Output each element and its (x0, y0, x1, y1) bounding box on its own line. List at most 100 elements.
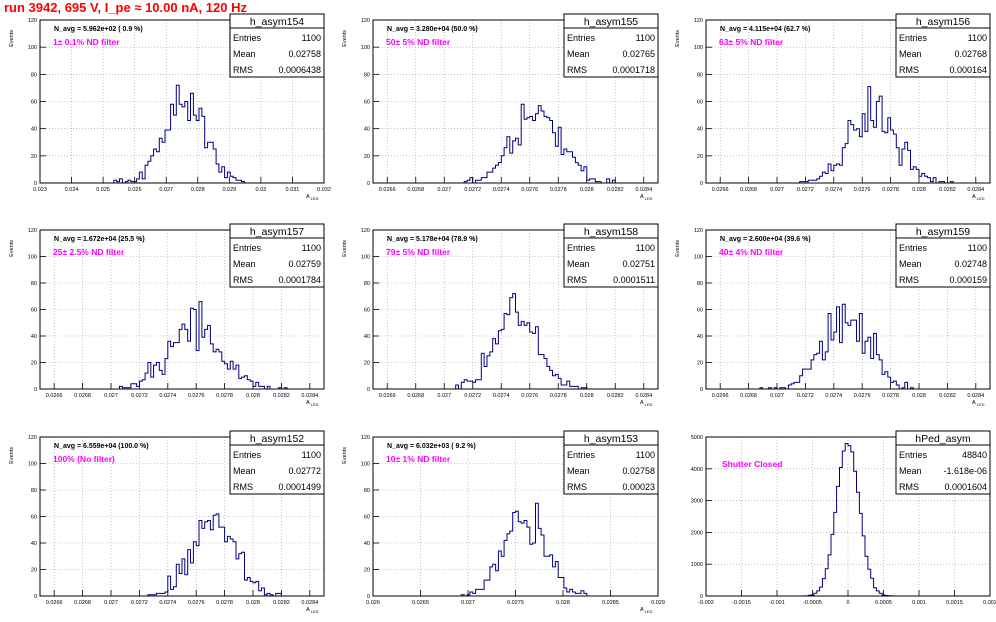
y-tick-label: 0 (367, 181, 370, 187)
stats-box: h_asym158 Entries 1100 Mean 0.02751 RMS 0.0001… (563, 223, 659, 288)
y-tick-label: 40 (31, 127, 37, 133)
filter-label: 63± 5% ND filter (719, 37, 784, 47)
y-tick-label: 40 (697, 127, 703, 133)
x-axis-label: ALED (972, 194, 985, 201)
x-tick-label: 0.0272 (797, 393, 814, 399)
filter-label: 100% (No filter) (53, 454, 115, 464)
y-tick-label: 100 (361, 45, 370, 51)
x-axis-label: ALED (306, 194, 319, 201)
stats-value: 0.02748 (954, 259, 987, 269)
y-tick-label: 80 (31, 72, 37, 78)
y-tick-label: 20 (31, 361, 37, 367)
y-tick-label: 120 (361, 435, 370, 441)
stats-key: Entries (567, 33, 596, 43)
y-tick-label: 100 (28, 462, 37, 468)
navg-text: N_avg = 2.600e+04 (39.6 %) (720, 236, 811, 243)
y-axis-label: Events (675, 240, 681, 257)
y-tick-label: 20 (31, 154, 37, 160)
x-tick-label: 0.0282 (939, 187, 956, 193)
stats-box: hPed_asym Entries 48840 Mean -1.618e-06 RMS 0.… (895, 430, 991, 495)
x-tick-label: 0.0284 (635, 187, 652, 193)
stats-value: 0.02758 (288, 49, 321, 59)
x-tick-label: 0.0268 (74, 393, 91, 399)
stats-value: 48840 (962, 450, 987, 460)
y-tick-label: 40 (697, 334, 703, 340)
x-tick-label: 0.0268 (407, 393, 424, 399)
stats-key: Entries (233, 450, 262, 460)
histogram-line (706, 303, 990, 390)
x-tick-label: 0.0266 (379, 393, 396, 399)
x-tick-label: 0.0276 (188, 600, 205, 606)
stats-key: Mean (567, 49, 590, 59)
y-tick-label: 40 (364, 541, 370, 547)
run-title: run 3942, 695 V, I_pe ≈ 10.00 nA, 120 Hz (4, 0, 247, 15)
y-tick-label: 100 (361, 462, 370, 468)
x-tick-label: 0.027 (104, 393, 118, 399)
x-tick-label: 0.0284 (301, 393, 318, 399)
y-tick-label: 20 (697, 361, 703, 367)
y-tick-label: 100 (28, 45, 37, 51)
x-tick-label: 0.0274 (493, 187, 510, 193)
stats-value: 0.000159 (949, 275, 987, 285)
x-tick-label: 0.023 (33, 187, 47, 193)
y-tick-label: 120 (694, 228, 703, 234)
stats-value: 1100 (302, 33, 321, 43)
histogram-panel-h_asym153: 0.026 0.0265 0.027 0.0275 0.028 0.0285 0.029 0 2… (342, 430, 665, 614)
stats-key: Mean (899, 259, 922, 269)
y-tick-label: 100 (361, 255, 370, 261)
y-axis-label: Events (342, 447, 348, 464)
x-tick-label: 0.0272 (464, 393, 481, 399)
filter-label: 50± 5% ND filter (386, 37, 451, 47)
stats-value: 0.0001718 (612, 65, 655, 75)
x-tick-label: 0.028 (191, 187, 205, 193)
x-tick-label: 0.027 (770, 393, 784, 399)
navg-text: N_avg = 4.115e+04 (62.7 %) (720, 26, 810, 33)
x-tick-label: 0.0268 (74, 600, 91, 606)
y-tick-label: 60 (364, 515, 370, 521)
y-tick-label: 0 (367, 387, 370, 393)
stats-value: 1100 (636, 243, 655, 253)
stats-value: 1100 (636, 450, 655, 460)
x-tick-label: 0.0276 (521, 393, 538, 399)
y-tick-label: 40 (364, 334, 370, 340)
y-axis-label: Events (9, 447, 15, 464)
y-tick-label: 80 (364, 281, 370, 287)
stats-key: Mean (233, 49, 256, 59)
x-tick-label: 0.028 (580, 393, 594, 399)
stats-value: 0.000164 (949, 65, 987, 75)
x-axis-label: ALED (306, 607, 319, 614)
navg-text: N_avg = 6.032e+03 ( 9.2 %) (387, 443, 476, 450)
y-axis-label: Events (9, 240, 15, 257)
x-tick-label: 0.0278 (216, 393, 233, 399)
x-tick-label: 0.0282 (939, 393, 956, 399)
y-tick-label: 0 (700, 387, 703, 393)
stats-value: -1.618e-06 (943, 466, 987, 476)
x-tick-label: 0.0284 (967, 187, 984, 193)
stats-value: 1100 (302, 450, 321, 460)
y-tick-label: 80 (364, 488, 370, 494)
x-tick-label: 0.0274 (159, 600, 176, 606)
y-tick-label: 40 (31, 334, 37, 340)
y-tick-label: 60 (697, 308, 703, 314)
stats-value: 0.02751 (622, 259, 655, 269)
x-tick-label: -0.0005 (803, 600, 822, 606)
stats-key: Entries (567, 243, 596, 253)
x-tick-label: 0.0278 (882, 187, 899, 193)
stats-value: 1100 (636, 33, 655, 43)
x-tick-label: 0.026 (366, 600, 380, 606)
y-tick-label: 1000 (691, 562, 703, 568)
x-tick-label: 0.0278 (550, 393, 567, 399)
filter-label: 25± 2.5% ND filter (53, 247, 125, 257)
histogram-panel-hPed_asym: -0.002 -0.0015 -0.001 -0.0005 0 0.0005 0.001 0.… (691, 430, 996, 606)
x-tick-label: 0.0266 (712, 393, 729, 399)
x-tick-label: 0.0272 (131, 393, 148, 399)
stats-title: h_asym158 (584, 226, 638, 238)
stats-value: 1100 (302, 243, 321, 253)
y-tick-label: 80 (31, 488, 37, 494)
stats-key: Mean (233, 466, 256, 476)
stats-title: h_asym155 (584, 16, 638, 28)
y-tick-label: 0 (700, 181, 703, 187)
x-tick-label: -0.002 (698, 600, 714, 606)
x-tick-label: 0.027 (437, 393, 451, 399)
y-tick-label: 2000 (691, 530, 703, 536)
